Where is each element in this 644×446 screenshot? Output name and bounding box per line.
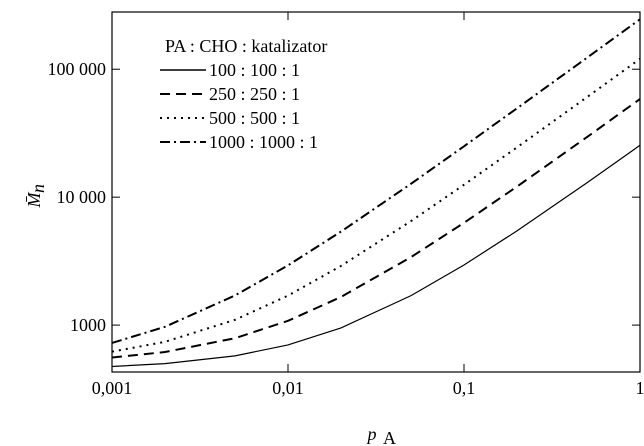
series-line bbox=[111, 18, 641, 344]
plot-frame bbox=[111, 11, 641, 373]
x-label-main: p bbox=[366, 424, 377, 444]
y-tick-label: 10 000 bbox=[57, 187, 107, 207]
y-tick-label: 100 000 bbox=[48, 59, 107, 79]
series-line bbox=[111, 98, 641, 359]
x-axis-label: p A bbox=[366, 424, 397, 446]
legend-label: 500 : 500 : 1 bbox=[209, 108, 300, 128]
x-label-sub: A bbox=[383, 428, 396, 446]
legend-label: 250 : 250 : 1 bbox=[209, 84, 300, 104]
legend-label: 100 : 100 : 1 bbox=[209, 60, 300, 80]
y-tick-label: 1000 bbox=[70, 315, 106, 335]
y-label-sub: n bbox=[28, 184, 48, 193]
x-tick-label: 1 bbox=[636, 378, 644, 398]
series-line bbox=[111, 144, 641, 368]
x-tick-label: 0,001 bbox=[92, 378, 133, 398]
y-label-main: M̄ bbox=[24, 192, 44, 209]
series-line bbox=[111, 58, 641, 353]
y-axis-label: M̄ n bbox=[24, 184, 48, 209]
legend-label: 1000 : 1000 : 1 bbox=[209, 132, 318, 152]
x-tick-label: 0,01 bbox=[272, 378, 304, 398]
legend-title: PA : CHO : katalizator bbox=[165, 36, 327, 56]
x-tick-label: 0,1 bbox=[453, 378, 476, 398]
